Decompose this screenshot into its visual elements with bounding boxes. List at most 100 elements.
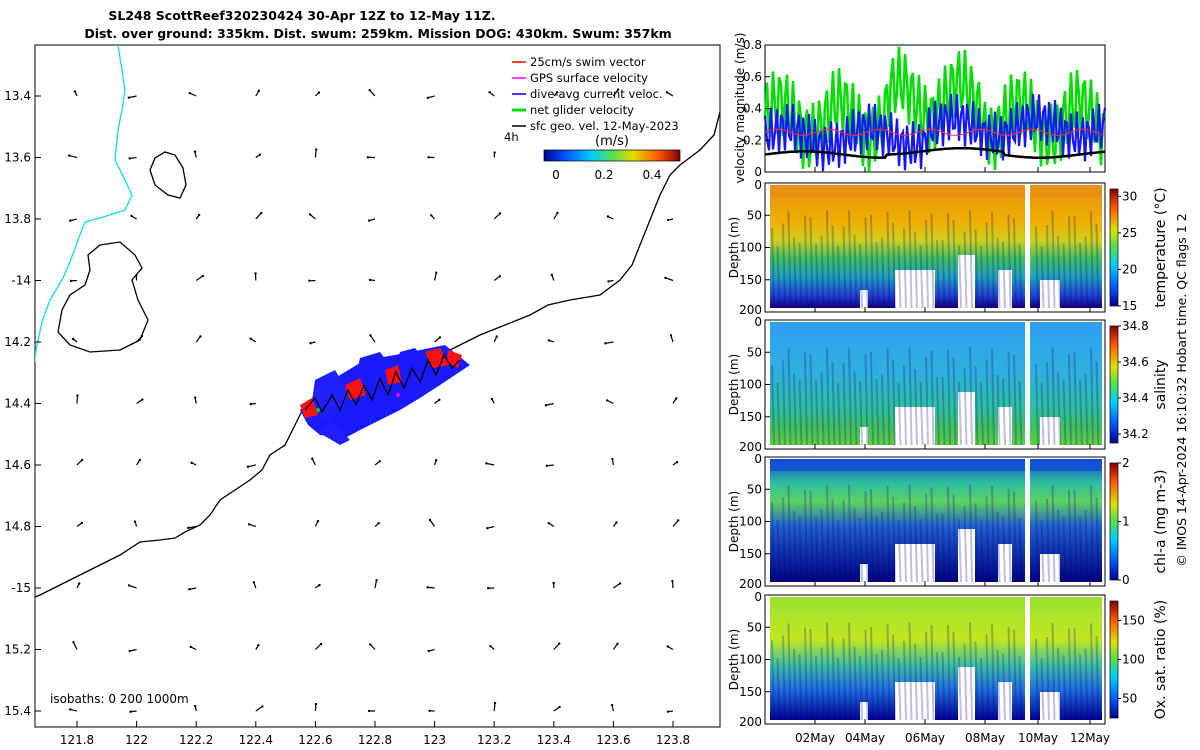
legend-sfc-geo-velocity: sfc geo. vel. 12-May-2023 (512, 119, 679, 133)
temperature-profile-streak (870, 215, 874, 309)
geo-velocity-arrowhead (308, 279, 311, 282)
geo-velocity-arrow (255, 212, 262, 220)
oxygen-profile-streak (1084, 648, 1089, 721)
temperature-profile-streak (958, 245, 962, 309)
map-colorbar (543, 149, 681, 162)
geo-velocity-arrowhead (189, 645, 192, 649)
temperature-profile-streak (930, 213, 935, 309)
velocity-panel: velocity magnitude (m/s) 0 0.2 0.4 0.6 0.8 (733, 33, 1107, 183)
salinity-section-data (770, 322, 1102, 447)
geo-velocity-arrowhead (490, 397, 494, 401)
temperature-colorbar-tick-label: 15 (1122, 299, 1137, 313)
temperature-profile-streak (776, 245, 781, 309)
geo-velocity-arrowhead (616, 88, 620, 91)
geo-velocity-arrowhead (141, 398, 144, 401)
salinity-colorbar-tick-label: 34.4 (1122, 391, 1149, 405)
salinity-profile-streak (925, 356, 929, 446)
chla-profile-streak (1068, 490, 1072, 583)
chla-data-gap (958, 529, 975, 584)
temperature-depth-tick-label: 0 (754, 178, 762, 192)
geo-velocity-arrow (128, 95, 137, 99)
geo-velocity-arrowhead (666, 710, 670, 713)
geo-velocity-arrowhead (428, 709, 431, 713)
chla-data-gap (1040, 554, 1060, 584)
salinity-profile-streak (1073, 352, 1078, 446)
chla-profile-streak (908, 484, 913, 583)
temperature-profile-streak (925, 219, 929, 309)
map-y-tick-label: 14.6 (4, 458, 31, 472)
chla-profile-streak (1073, 489, 1078, 583)
geo-velocity-arrowhead (547, 339, 551, 342)
map-y-tick-label: 13.8 (4, 212, 31, 226)
legend-dive-avg-current: dive-avg current veloc. (512, 87, 663, 101)
chla-profile-streak (870, 489, 874, 583)
geo-velocity-arrowhead (547, 521, 551, 525)
salinity-profile-streak (1035, 363, 1039, 446)
temperature-profile-streak (1051, 210, 1056, 309)
geo-velocity-arrowhead (671, 579, 674, 583)
chla-profile-streak (826, 484, 830, 583)
time-tick-label: 08May (965, 731, 1005, 745)
map-x-tick-label: 122.4 (239, 733, 273, 747)
oxygen-profile-streak (958, 657, 962, 721)
oxygen-profile-streak (985, 634, 990, 721)
glider-track-cluster (300, 345, 470, 445)
geo-velocity-arrowhead (669, 334, 673, 337)
geo-velocity-arrowhead (193, 396, 197, 399)
geo-velocity-arrow (69, 155, 78, 159)
legend-net-glider-velocity: net glider velocity (512, 103, 634, 117)
chla-profile-streak (842, 500, 847, 583)
temperature-profile-streak (837, 246, 841, 309)
oxygen-colorbar (1109, 600, 1119, 719)
geo-velocity-arrowhead (128, 649, 131, 653)
temperature-depth-tick-label: 50 (747, 208, 762, 222)
oxygen-surface-band (1030, 597, 1102, 609)
geo-velocity-arrowhead (498, 212, 502, 215)
geo-velocity-arrowhead (427, 156, 430, 159)
salinity-profile-streak (1068, 353, 1072, 446)
geo-velocity-arrowhead (552, 581, 555, 585)
temperature-depth-tick-label: 150 (739, 273, 762, 287)
oxygen-profile-streak (815, 655, 819, 721)
geo-velocity-arrowhead (128, 157, 131, 160)
chla-profile-streak (831, 499, 836, 583)
temperature-profile-streak (947, 213, 951, 309)
oxygen-profile-streak (870, 627, 874, 721)
geo-velocity-arrow (665, 277, 674, 282)
temperature-profile-streak (980, 245, 984, 309)
salinity-profile-streak (831, 362, 836, 446)
oxygen-profile-streak (837, 658, 841, 721)
salinity-profile-streak (837, 383, 841, 446)
geo-velocity-arrowhead (127, 584, 131, 587)
oxygen-profile-streak (886, 623, 891, 721)
geo-velocity-arrowhead (318, 583, 321, 587)
coastline-cyan (35, 45, 133, 365)
geo-velocity-arrowhead (607, 280, 610, 283)
chla-profile-streak (1040, 520, 1045, 583)
oxygen-data-gap (860, 702, 868, 722)
oxygen-profile-streak (1007, 626, 1012, 721)
chla-profile-streak (837, 520, 841, 583)
geo-velocity-arrowhead (677, 519, 680, 522)
chla-data-gap (860, 564, 868, 584)
chla-profile-streak (963, 505, 968, 583)
salinity-colorbar-tick-label: 34.2 (1122, 427, 1149, 441)
salinity-depth-tick-label: 200 (739, 440, 762, 454)
temperature-profile-streak (831, 225, 836, 309)
geo-velocity-arrow (374, 580, 378, 589)
geo-velocity-arrowhead (314, 148, 318, 151)
salinity-profile-streak (793, 374, 797, 446)
temperature-profile-streak (941, 239, 946, 309)
velocity-y-tick-label: 0.8 (743, 38, 762, 52)
oxygen-profile-streak (864, 629, 869, 721)
chla-depth-tick-label: 0 (754, 452, 762, 466)
oxygen-data-gap (895, 682, 935, 722)
temperature-profile-streak (864, 217, 869, 309)
temperature-profile-streak (1046, 224, 1050, 309)
map-colorbar-label: (m/s) (595, 134, 629, 149)
salinity-profile-streak (1002, 378, 1006, 446)
geo-velocity-arrowhead (130, 214, 133, 218)
geo-velocity-arrowhead (605, 399, 609, 402)
